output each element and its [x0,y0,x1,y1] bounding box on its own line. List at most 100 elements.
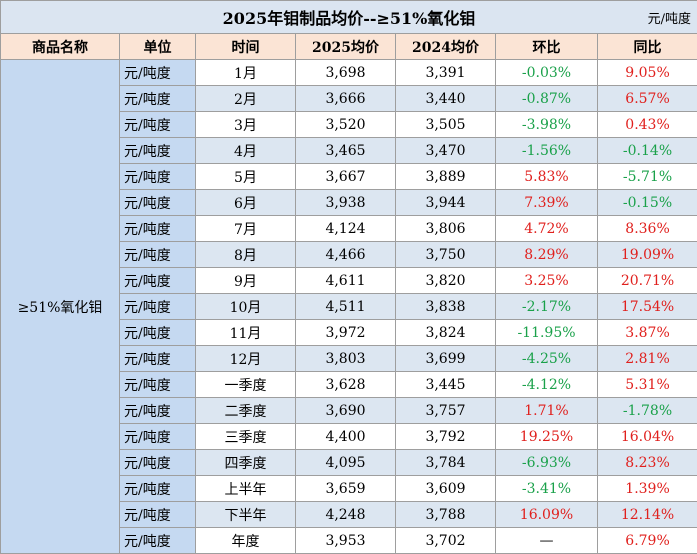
mom-change: 3.25% [495,267,598,294]
price-2025: 3,628 [295,371,396,398]
mom-change: -11.95% [495,319,598,346]
title-row: 2025年钼制品均价--≥51%氧化钼 元/吨度 [0,0,697,34]
yoy-change: 6.57% [596,85,697,112]
period-cell: 10月 [195,293,296,320]
mom-change: 5.83% [495,163,598,190]
period-cell: 上半年 [195,475,296,502]
period-cell: 5月 [195,163,296,190]
unit-cell: 元/吨度 [119,527,196,554]
mom-change: — [495,527,598,554]
data-row: 元/吨度 11月 3,972 3,824 -11.95% 3.87% [1,319,697,346]
price-2025: 3,520 [295,111,396,138]
period-cell: 11月 [195,319,296,346]
price-2025: 4,124 [295,215,396,242]
mom-change: -3.41% [495,475,598,502]
mom-change: -6.93% [495,449,598,476]
unit-cell: 元/吨度 [119,241,196,268]
price-2025: 4,611 [295,267,396,294]
unit-cell: 元/吨度 [119,163,196,190]
data-row: 元/吨度 5月 3,667 3,889 5.83% -5.71% [1,163,697,190]
period-cell: 6月 [195,189,296,216]
price-2024: 3,470 [395,137,496,164]
unit-cell: 元/吨度 [119,397,196,424]
yoy-change: 8.23% [596,449,697,476]
mom-change: 4.72% [495,215,598,242]
mom-change: 8.29% [495,241,598,268]
data-row: 元/吨度 上半年 3,659 3,609 -3.41% 1.39% [1,475,697,502]
column-header: 2024均价 [395,33,496,60]
unit-cell: 元/吨度 [119,449,196,476]
period-cell: 12月 [195,345,296,372]
yoy-change: 3.87% [596,319,697,346]
price-2024: 3,944 [395,189,496,216]
yoy-change: 1.39% [596,475,697,502]
price-2025: 4,095 [295,449,396,476]
column-header: 同比 [596,33,697,60]
period-cell: 9月 [195,267,296,294]
price-2024: 3,505 [395,111,496,138]
price-2024: 3,820 [395,267,496,294]
price-2025: 3,803 [295,345,396,372]
data-row: 元/吨度 年度 3,953 3,702—6.79% [1,527,697,554]
data-row: 元/吨度 3月 3,520 3,505 -3.98% 0.43% [1,111,697,138]
yoy-change: 8.36% [596,215,697,242]
yoy-change: 20.71% [596,267,697,294]
price-2025: 3,666 [295,85,396,112]
data-row: 元/吨度 8月 4,466 3,750 8.29% 19.09% [1,241,697,268]
yoy-change: -0.14% [596,137,697,164]
price-2024: 3,806 [395,215,496,242]
price-2025: 3,465 [295,137,396,164]
price-2025: 3,938 [295,189,396,216]
period-cell: 1月 [195,59,296,86]
period-cell: 三季度 [195,423,296,450]
unit-cell: 元/吨度 [119,371,196,398]
mom-change: -1.56% [495,137,598,164]
title: 2025年钼制品均价--≥51%氧化钼 [222,9,476,28]
yoy-change: 17.54% [596,293,697,320]
yoy-change: 12.14% [596,501,697,528]
period-cell: 4月 [195,137,296,164]
unit-cell: 元/吨度 [119,111,196,138]
mom-change: -0.87% [495,85,598,112]
unit-cell: 元/吨度 [119,501,196,528]
price-2024: 3,889 [395,163,496,190]
price-2025: 4,511 [295,293,396,320]
data-row: 元/吨度 三季度 4,400 3,792 19.25% 16.04% [1,423,697,450]
price-2024: 3,750 [395,241,496,268]
price-2024: 3,391 [395,59,496,86]
price-2024: 3,784 [395,449,496,476]
period-cell: 下半年 [195,501,296,528]
price-2024: 3,609 [395,475,496,502]
yoy-change: -0.15% [596,189,697,216]
mom-change: 16.09% [495,501,598,528]
price-2024: 3,440 [395,85,496,112]
price-2025: 3,690 [295,397,396,424]
yoy-change: 9.05% [596,59,697,86]
unit-cell: 元/吨度 [119,215,196,242]
yoy-change: 0.43% [596,111,697,138]
data-row: 元/吨度 下半年 4,248 3,788 16.09% 12.14% [1,501,697,528]
mom-change: -0.03% [495,59,598,86]
data-row: 元/吨度 四季度 4,095 3,784 -6.93% 8.23% [1,449,697,476]
price-2025: 4,400 [295,423,396,450]
header-row: 商品名称 单位 时间 2025均价 2024均价 环比 同比 [0,33,697,60]
product-cell: ≥51%氧化钼 [0,59,120,554]
mom-change: -2.17% [495,293,598,320]
price-2025: 3,972 [295,319,396,346]
price-2024: 3,824 [395,319,496,346]
column-header: 2025均价 [295,33,396,60]
yoy-change: -1.78% [596,397,697,424]
data-row: ≥51%氧化钼 元/吨度 1月 3,698 3,391 -0.03% 9.05% [0,59,697,554]
unit-cell: 元/吨度 [119,475,196,502]
column-header: 时间 [195,33,296,60]
price-2024: 3,838 [395,293,496,320]
price-2024: 3,445 [395,371,496,398]
period-cell: 四季度 [195,449,296,476]
unit-cell: 元/吨度 [119,85,196,112]
unit-cell: 元/吨度 [119,319,196,346]
mom-change: -4.12% [495,371,598,398]
mom-change: 7.39% [495,189,598,216]
price-2025: 3,667 [295,163,396,190]
